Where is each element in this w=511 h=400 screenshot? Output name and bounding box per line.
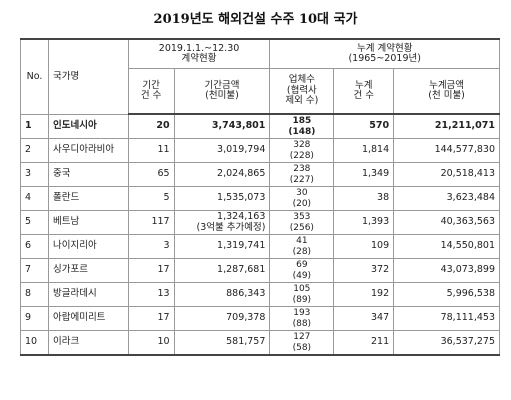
table-row: 9 아랍에미리트 17 709,378 193 (88) 347 78,111,453 [20, 306, 500, 331]
table-cell: 709,378 [173, 306, 271, 331]
table-cell: 13 [127, 282, 175, 307]
table-cell: 328 (228) [269, 138, 335, 163]
table-cell: 192 [333, 282, 395, 307]
table-cell: 1,319,741 [173, 234, 271, 259]
table-cell: 아랍에미리트 [47, 306, 129, 331]
table-body: 1 인도네시아 20 3,743,801 185 (148) 570 21,211,071 2… [20, 113, 500, 356]
table-cell: 127 (58) [269, 330, 335, 356]
table-cell: 베트남 [47, 210, 129, 235]
table-cell: 185 (148) [269, 113, 335, 139]
table-cell: 11 [127, 138, 175, 163]
table-cell: 7 [20, 258, 49, 283]
table-cell: 372 [333, 258, 395, 283]
table-cell: 8 [20, 282, 49, 307]
header-cell: 누계 건 수 [333, 68, 395, 115]
table-cell: 17 [127, 258, 175, 283]
table-cell: 3,019,794 [173, 138, 271, 163]
header-cell: 기간금액 (천미불) [173, 68, 271, 115]
table-cell: 방글라데시 [47, 282, 129, 307]
table-cell: 3,743,801 [173, 113, 271, 139]
table-cell: 1,349 [333, 162, 395, 187]
table-row: 1 인도네시아 20 3,743,801 185 (148) 570 21,211,071 [20, 113, 500, 139]
header-cell: 업체수 (협력사 제외 수) [269, 68, 335, 115]
table-cell: 2 [20, 138, 49, 163]
table-cell: 14,550,801 [393, 234, 500, 259]
table-cell: 105 (89) [269, 282, 335, 307]
table-cell: 20 [127, 113, 175, 139]
table-cell: 40,363,563 [393, 210, 500, 235]
table-cell: 폴란드 [47, 186, 129, 211]
table-cell: 347 [333, 306, 395, 331]
table-cell: 1,393 [333, 210, 395, 235]
table-cell: 나이지리아 [47, 234, 129, 259]
table-cell: 6 [20, 234, 49, 259]
table-cell: 3 [127, 234, 175, 259]
table-cell: 69 (49) [269, 258, 335, 283]
table-header: No. 국가명 2019.1.1.~12.30 계약현황 누계 계약현황 (19… [20, 38, 500, 115]
table-cell: 5,996,538 [393, 282, 500, 307]
table-cell: 886,343 [173, 282, 271, 307]
table-cell: 3 [20, 162, 49, 187]
table-cell: 30 (20) [269, 186, 335, 211]
table: No. 국가명 2019.1.1.~12.30 계약현황 누계 계약현황 (19… [20, 38, 500, 356]
table-cell: 41 (28) [269, 234, 335, 259]
table-cell: 이라크 [47, 330, 129, 356]
table-cell: 1 [20, 113, 49, 139]
header-cell: 누계금액 (천 미불) [393, 68, 500, 115]
table-cell: 65 [127, 162, 175, 187]
table-cell: 36,537,275 [393, 330, 500, 356]
table-cell: 78,111,453 [393, 306, 500, 331]
table-cell: 싱가포르 [47, 258, 129, 283]
header-cell: No. [20, 38, 49, 115]
table-cell: 사우디아라비아 [47, 138, 129, 163]
table-row: 10 이라크 10 581,757 127 (58) 211 36,537,275 [20, 330, 500, 356]
table-cell: 1,535,073 [173, 186, 271, 211]
table-cell: 570 [333, 113, 395, 139]
header-cell: 국가명 [47, 38, 129, 115]
table-cell: 5 [20, 210, 49, 235]
table-cell: 10 [20, 330, 49, 356]
header-cell: 기간 건 수 [127, 68, 175, 115]
table-row: 2 사우디아라비아 11 3,019,794 328 (228) 1,814 144,577… [20, 138, 500, 163]
table-cell: 38 [333, 186, 395, 211]
table-cell: 중국 [47, 162, 129, 187]
table-cell: 211 [333, 330, 395, 356]
table-cell: 21,211,071 [393, 113, 500, 139]
table-row: 8 방글라데시 13 886,343 105 (89) 192 5,996,538 [20, 282, 500, 307]
table-cell: 인도네시아 [47, 113, 129, 139]
table-cell: 4 [20, 186, 49, 211]
table-cell: 581,757 [173, 330, 271, 356]
header-cell: 누계 계약현황 (1965~2019년) [269, 38, 500, 69]
table-row: 3 중국 65 2,024,865 238 (227) 1,349 20,518,413 [20, 162, 500, 187]
table-cell: 353 (256) [269, 210, 335, 235]
table-cell: 17 [127, 306, 175, 331]
table-row: 5 베트남 117 1,324,163 (3억불 추가예정) 353 (256) 1,39… [20, 210, 500, 235]
table-cell: 43,073,899 [393, 258, 500, 283]
table-cell: 193 (88) [269, 306, 335, 331]
table-cell: 109 [333, 234, 395, 259]
table-cell: 117 [127, 210, 175, 235]
table-cell: 1,324,163 (3억불 추가예정) [173, 210, 271, 235]
table-cell: 9 [20, 306, 49, 331]
table-cell: 144,577,830 [393, 138, 500, 163]
table-row: 6 나이지리아 3 1,319,741 41 (28) 109 14,550,801 [20, 234, 500, 259]
table-cell: 238 (227) [269, 162, 335, 187]
table-cell: 10 [127, 330, 175, 356]
table-row: 4 폴란드 5 1,535,073 30 (20) 38 3,623,484 [20, 186, 500, 211]
table-cell: 3,623,484 [393, 186, 500, 211]
title: 2019년도 해외건설 수주 10대 국가 [153, 12, 358, 27]
header-cell: 2019.1.1.~12.30 계약현황 [127, 38, 271, 69]
table-cell: 20,518,413 [393, 162, 500, 187]
table-cell: 5 [127, 186, 175, 211]
table-cell: 1,287,681 [173, 258, 271, 283]
table-cell: 2,024,865 [173, 162, 271, 187]
table-row: 7 싱가포르 17 1,287,681 69 (49) 372 43,073,899 [20, 258, 500, 283]
table-cell: 1,814 [333, 138, 395, 163]
